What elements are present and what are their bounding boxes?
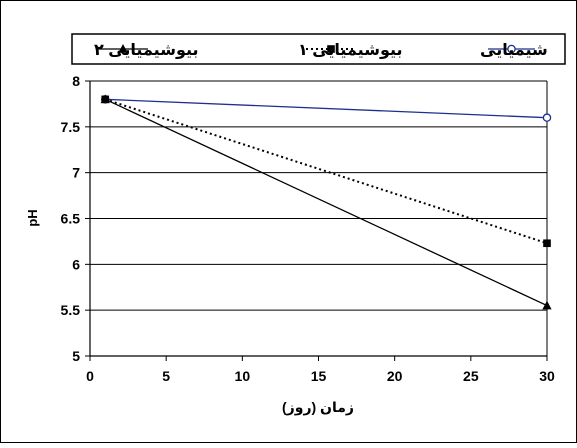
x-tick-label: 20: [387, 368, 403, 384]
x-tick-label: 15: [311, 368, 327, 384]
data-point-series-2: [543, 239, 551, 248]
legend: شیمیایی بیوشیمیایی ۱ بیوشیمیایی ۲: [71, 33, 566, 65]
legend-box: [71, 33, 566, 65]
legend-label-3: بیوشیمیایی ۲: [94, 42, 199, 59]
y-tick-label: 8: [72, 73, 80, 89]
y-tick-label: 5.5: [61, 302, 81, 318]
x-tick-label: 30: [539, 368, 555, 384]
legend-label-2: بیوشیمیایی ۱: [298, 42, 403, 59]
legend-marker-2: [327, 45, 335, 53]
x-tick-label: 10: [235, 368, 251, 384]
x-axis-title: زمان (روز): [282, 399, 354, 416]
legend-label-1: شیمیایی: [480, 42, 548, 59]
gridlines: [90, 80, 547, 357]
series-line-1: [105, 98, 548, 119]
data-point-series-3: [542, 300, 552, 310]
y-tick-label: 6.5: [61, 211, 81, 227]
series-line-3: [104, 98, 548, 307]
legend-marker-3: [118, 44, 128, 53]
series-layer: [100, 94, 552, 310]
data-point-series-1: [542, 113, 552, 122]
x-tick-label: 25: [463, 368, 479, 384]
legend-marker-1: [507, 44, 516, 54]
x-tick-label: 5: [162, 368, 170, 384]
y-tick-label: 5: [72, 348, 80, 364]
y-tick-label: 6: [72, 256, 80, 272]
y-tick-label: 7.5: [61, 119, 81, 135]
x-tick-label: 0: [86, 368, 94, 384]
axes: 55.566.577.580 5 10 15 20 25 30: [61, 73, 555, 384]
data-point-series-3: [100, 94, 110, 104]
y-axis-title: pH: [25, 209, 40, 226]
y-tick-label: 7: [72, 165, 80, 181]
